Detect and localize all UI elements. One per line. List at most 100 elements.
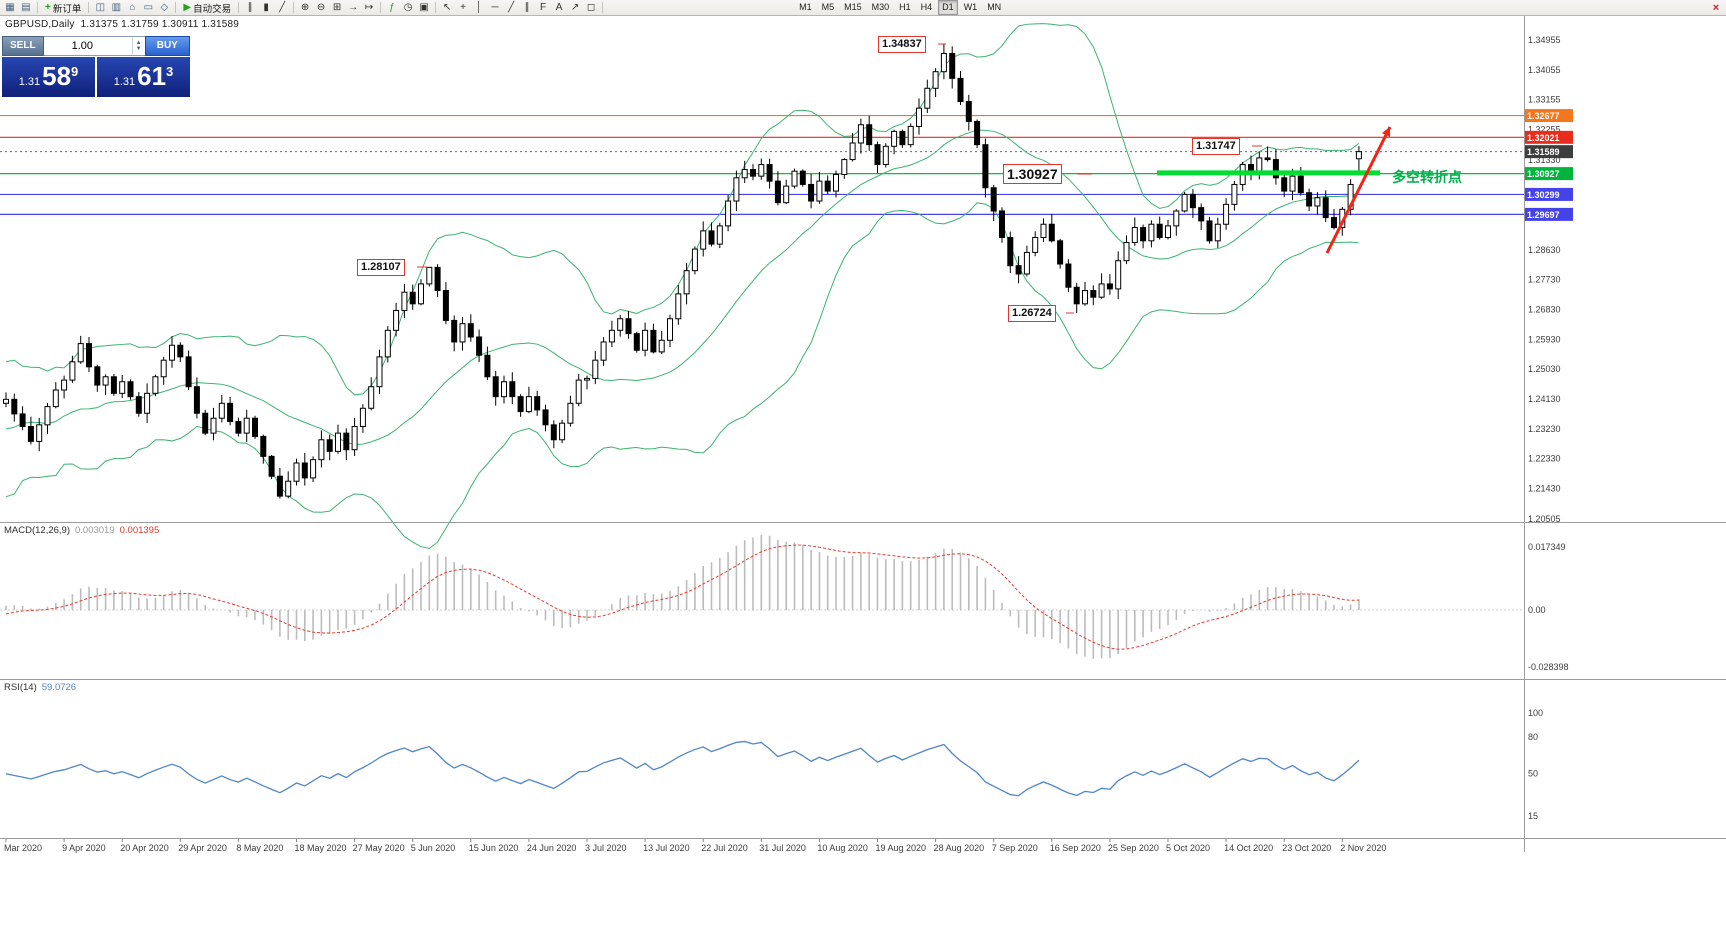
navigator-icon[interactable]: ⌂ — [129, 1, 136, 13]
volume-spinner[interactable]: ▲ ▼ — [131, 37, 145, 55]
svg-text:8 May 2020: 8 May 2020 — [236, 843, 283, 853]
candle — [575, 373, 582, 407]
line-chart-icon[interactable]: ╱ — [279, 1, 286, 13]
auto-scroll-icon[interactable]: → — [348, 1, 359, 13]
new-order-button[interactable]: + 新订单 — [41, 1, 85, 15]
new-chart-icon[interactable]: ▦ — [5, 1, 15, 13]
candle — [600, 337, 607, 366]
text-icon[interactable]: A — [555, 1, 563, 13]
candle — [716, 222, 723, 249]
channel-icon[interactable]: ∥ — [524, 1, 530, 13]
timeframe-d1[interactable]: D1 — [938, 0, 958, 15]
indicators-icon[interactable]: ƒ — [389, 1, 395, 13]
macd-name: MACD(12,26,9) — [4, 525, 70, 536]
volume-input[interactable] — [43, 37, 132, 55]
timeframe-h1[interactable]: H1 — [899, 2, 911, 12]
data-window-icon[interactable]: ▥ — [111, 1, 122, 13]
tile-windows-icon[interactable]: ⊞ — [332, 1, 342, 13]
shapes-icon[interactable]: ◻ — [586, 1, 596, 13]
ohlc-values: 1.31375 1.31759 1.30911 1.31589 — [80, 19, 240, 30]
svg-text:22 Jul 2020: 22 Jul 2020 — [701, 843, 748, 853]
spinner-down-icon[interactable]: ▼ — [135, 46, 142, 52]
timeframe-w1[interactable]: W1 — [963, 2, 978, 12]
toolbar-separator — [238, 2, 240, 13]
svg-text:0.00: 0.00 — [1528, 605, 1546, 615]
horizontal-line-icon[interactable]: ─ — [491, 1, 499, 13]
price-badge: 1.30927 — [1525, 167, 1573, 181]
candle — [19, 406, 26, 431]
svg-text:1.25930: 1.25930 — [1528, 334, 1561, 344]
timeframe-m15[interactable]: M15 — [844, 2, 862, 12]
candle — [766, 158, 773, 189]
svg-text:25 Sep 2020: 25 Sep 2020 — [1108, 843, 1159, 853]
timeframe-m1[interactable]: M1 — [799, 2, 812, 12]
terminal-icon[interactable]: ▭ — [143, 1, 154, 13]
spinner-up-icon[interactable]: ▲ — [135, 40, 142, 46]
candle — [924, 79, 931, 114]
zoom-out-icon[interactable]: ⊖ — [316, 1, 326, 13]
candle — [675, 284, 682, 325]
arrow-tools-icon[interactable]: ↗ — [570, 1, 580, 13]
templates-icon[interactable]: ▣ — [419, 1, 429, 13]
candle — [442, 282, 449, 325]
candle — [1106, 274, 1113, 295]
candle — [177, 342, 184, 363]
profiles-icon[interactable]: ▤ — [21, 1, 31, 13]
candle — [1015, 256, 1022, 284]
market-watch-icon[interactable]: ◫ — [95, 1, 106, 13]
candle — [501, 375, 507, 404]
timeframe-mn[interactable]: MN — [987, 2, 1002, 12]
candle — [169, 336, 175, 368]
timeframe-m5[interactable]: M5 — [821, 2, 835, 12]
candle — [525, 386, 532, 414]
autotrading-button[interactable]: ▶ 自动交易 — [179, 1, 235, 15]
macd-panel: 0.017349 0.00 -0.028398 — [0, 535, 1569, 672]
periods-icon[interactable]: ◷ — [403, 1, 413, 13]
vertical-line-icon[interactable]: │ — [475, 1, 483, 13]
candle — [633, 331, 640, 353]
candle — [368, 377, 375, 411]
zoom-in-icon[interactable]: ⊕ — [300, 1, 310, 13]
buy-price-tile[interactable]: 1.31 61 3 — [97, 57, 190, 97]
svg-text:23 Oct 2020: 23 Oct 2020 — [1282, 843, 1331, 853]
candle — [376, 349, 383, 395]
candle — [86, 337, 92, 373]
candle — [916, 98, 922, 135]
sell-button[interactable]: SELL — [2, 36, 44, 56]
toolbar-separator — [88, 2, 90, 13]
candle — [857, 118, 864, 154]
trendline-icon[interactable]: ╱ — [508, 1, 515, 13]
buy-price-prefix: 1.31 — [113, 76, 136, 88]
sell-price-tile[interactable]: 1.31 58 9 — [2, 57, 95, 97]
chart-shift-icon[interactable]: ↦ — [364, 1, 374, 13]
candle — [467, 314, 474, 342]
toolbar-separator — [380, 2, 382, 13]
candle — [990, 185, 997, 222]
close-chart-button[interactable]: × — [1712, 1, 1720, 14]
strategy-tester-icon[interactable]: ◇ — [160, 1, 169, 13]
candle — [235, 417, 242, 437]
svg-text:1.28630: 1.28630 — [1528, 245, 1561, 255]
trend-arrow-object[interactable] — [1325, 126, 1392, 254]
candle — [1181, 191, 1188, 213]
candle — [940, 43, 947, 80]
svg-text:24 Jun 2020: 24 Jun 2020 — [527, 843, 577, 853]
candle — [1281, 172, 1288, 197]
new-order-icon: + — [45, 2, 51, 13]
timeframe-m30[interactable]: M30 — [871, 2, 890, 12]
bar-chart-icon[interactable]: ∥ — [247, 1, 253, 13]
crosshair-icon[interactable]: + — [460, 1, 466, 13]
fibonacci-icon[interactable]: F — [540, 1, 547, 13]
candle — [999, 207, 1005, 243]
candle — [816, 172, 823, 204]
candlestick-chart-icon[interactable]: ▮ — [263, 1, 269, 13]
candle — [982, 138, 989, 198]
candle — [210, 407, 217, 441]
cursor-icon[interactable]: ↖ — [442, 1, 452, 13]
svg-text:1.32677: 1.32677 — [1527, 111, 1560, 121]
timeframe-h4[interactable]: H4 — [920, 2, 933, 12]
candle — [1023, 245, 1030, 277]
candle — [27, 416, 34, 445]
buy-button[interactable]: BUY — [144, 36, 190, 56]
